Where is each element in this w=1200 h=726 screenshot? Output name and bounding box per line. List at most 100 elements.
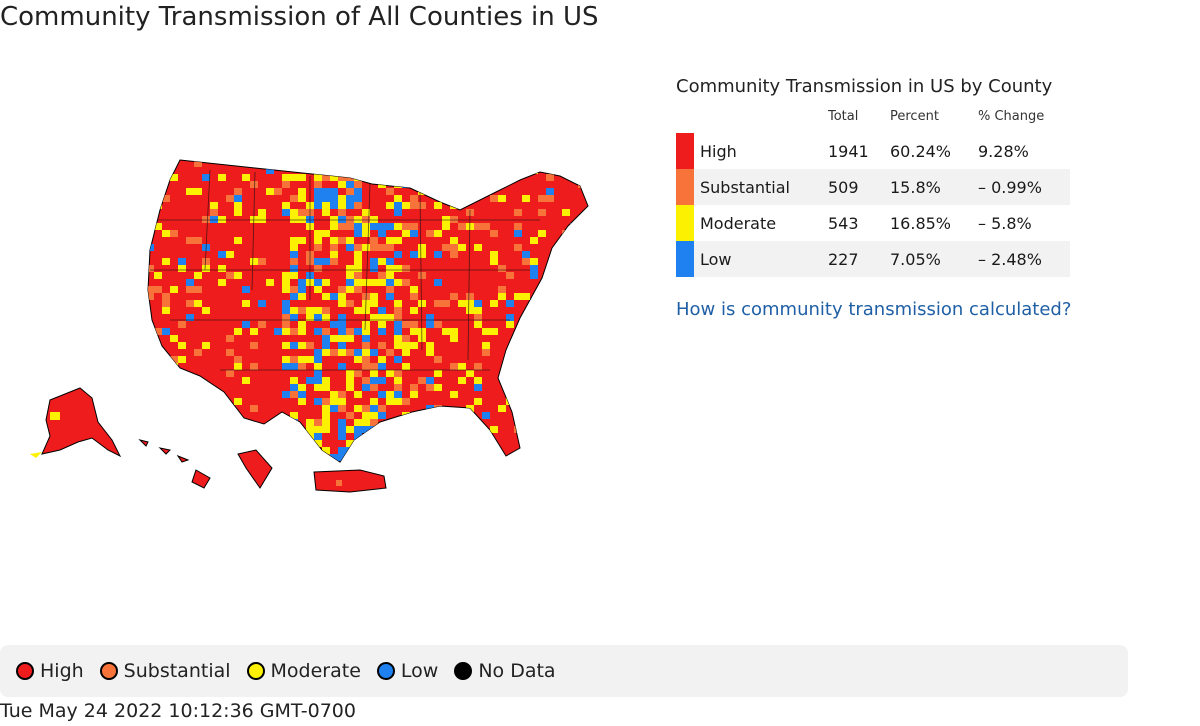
row-level: High [700,141,737,161]
county-cell [354,272,362,279]
county-cell [178,356,186,363]
county-cell [514,209,522,216]
county-cell [338,426,346,433]
color-swatch-low [676,241,694,277]
county-cell [498,405,506,412]
county-cell [354,433,362,440]
county-cell [378,412,386,419]
county-cell [426,384,434,391]
county-cell [322,258,330,265]
county-cell [298,384,306,391]
county-cell [226,195,234,202]
legend-item-no-data[interactable]: No Data [454,660,556,682]
county-cell [394,335,402,342]
legend-dot-no-data [454,662,473,680]
county-cell [274,328,282,335]
county-cell [410,433,418,440]
county-cell [562,377,570,384]
county-cell [298,237,306,244]
county-cell [506,314,514,321]
county-cell [148,293,154,300]
transmission-calculation-link[interactable]: How is community transmission calculated… [676,299,1072,320]
county-cell [466,447,474,454]
county-cell [330,216,338,223]
county-cell [346,300,354,307]
county-cell [338,223,346,230]
county-cell [306,419,314,426]
county-cell [178,265,186,272]
county-cell [394,398,402,405]
county-cell [394,237,402,244]
county-cell [346,160,354,167]
county-cell [330,223,338,230]
county-cell [562,370,570,377]
county-cell [282,356,290,363]
county-cell [210,202,218,209]
county-cell [538,342,546,349]
county-cell [258,300,266,307]
county-cell [226,419,234,426]
county-cell [148,244,154,251]
county-cell [434,230,442,237]
county-cell [466,440,474,447]
county-cell [354,251,362,258]
us-county-map-svg[interactable] [20,150,620,500]
legend-item-substantial[interactable]: Substantial [99,660,231,682]
county-cell [162,293,170,300]
county-cell [426,314,434,321]
county-cell [218,405,226,412]
county-cell [202,265,210,272]
county-cell [578,370,586,377]
county-cell [546,188,554,195]
county-cell [410,391,418,398]
county-cell [314,244,322,251]
county-cell [338,349,346,356]
county-cell [458,377,466,384]
county-cell [514,293,522,300]
county-cell [498,293,506,300]
county-cell [258,258,266,265]
county-cell [314,398,322,405]
legend-item-moderate[interactable]: Moderate [246,660,361,682]
county-cell [162,300,170,307]
county-cell [378,363,386,370]
county-cell [410,195,418,202]
county-cell [282,307,290,314]
county-cell [298,216,306,223]
county-cell [330,244,338,251]
county-cell [418,188,426,195]
county-cell [250,363,258,370]
county-cell [386,370,394,377]
county-cell [426,377,434,384]
county-cell [410,223,418,230]
county-cell [370,412,378,419]
county-cell [402,265,410,272]
county-cell [514,426,522,433]
county-cell [466,370,474,377]
county-cell [250,258,258,265]
county-cell [498,195,506,202]
legend-item-high[interactable]: High [16,660,84,682]
county-cell [466,181,474,188]
county-cell [458,244,466,251]
county-cell [338,321,346,328]
county-cell [482,342,490,349]
page-title: Community Transmission of All Counties i… [0,2,599,32]
legend-item-low[interactable]: Low [376,660,438,682]
county-cell [458,363,466,370]
county-cell [522,433,530,440]
county-cell [178,321,186,328]
county-cell [170,335,178,342]
county-cell [258,216,266,223]
county-cell [354,419,362,426]
county-cell [402,279,410,286]
county-cell [306,440,314,447]
county-cell [354,328,362,335]
county-cell [226,405,234,412]
puerto-rico-region [313,469,387,493]
county-cell [458,174,466,181]
us-county-map[interactable] [20,150,620,500]
county-cell [314,433,322,440]
county-cell [234,461,242,462]
county-cell [290,293,298,300]
